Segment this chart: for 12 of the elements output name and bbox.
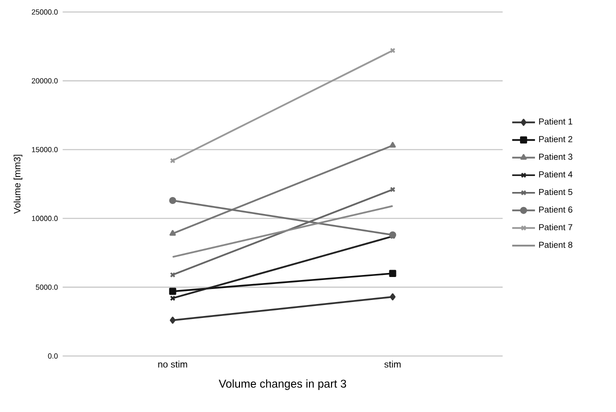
legend-label: Patient 4: [539, 171, 572, 178]
legend-label: Patient 1: [539, 118, 572, 125]
legend-label: Patient 5: [539, 188, 572, 196]
x-axis-title: Volume changes in part 3: [218, 379, 346, 390]
x-tick-label: no stim: [158, 360, 188, 368]
legend-label: Patient 8: [539, 242, 572, 248]
legend-label: Patient 3: [539, 153, 572, 160]
legend-label: Patient 6: [539, 206, 572, 213]
legend-label: Patient 7: [539, 224, 572, 230]
y-axis-title: Volume [mm3]: [14, 154, 22, 214]
x-tick-label: stim: [384, 360, 401, 368]
legend-label: Patient 2: [539, 136, 572, 142]
